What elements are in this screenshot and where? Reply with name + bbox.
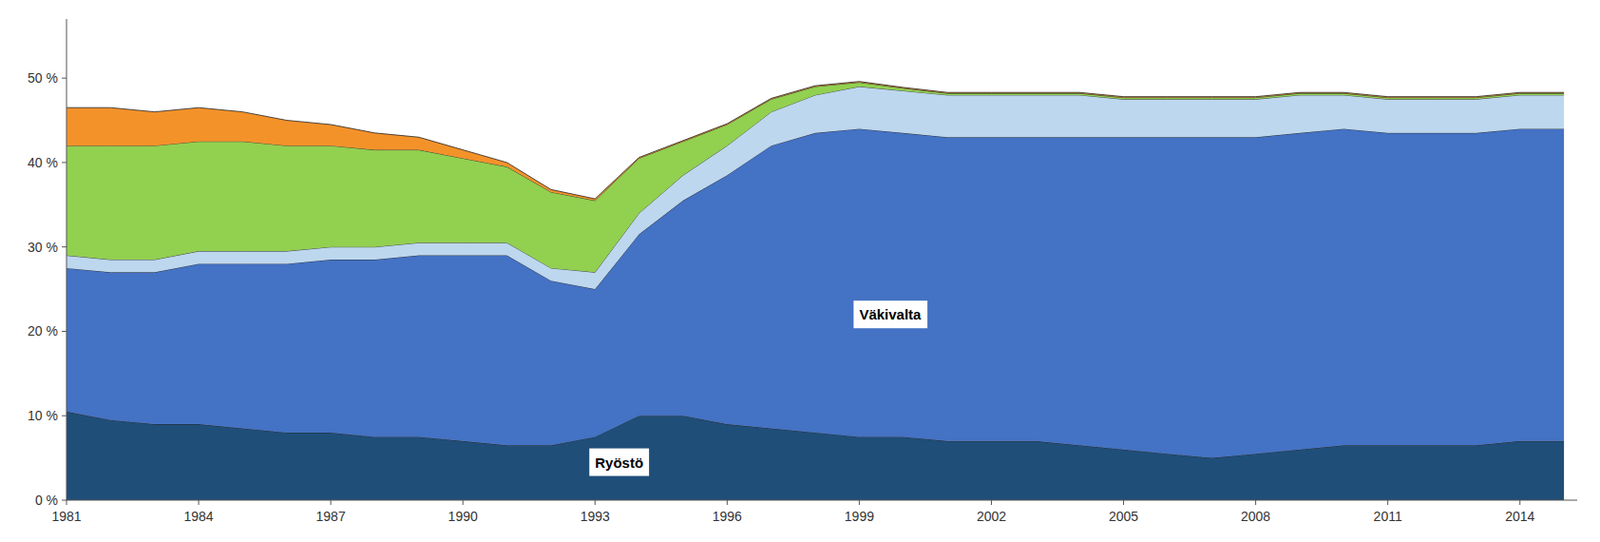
x-tick-label: 1984 xyxy=(183,508,213,524)
x-axis-line xyxy=(66,499,1578,501)
x-tick xyxy=(990,499,992,505)
x-tick xyxy=(198,499,200,505)
x-tick xyxy=(858,499,860,505)
annotation: Väkivalta xyxy=(853,300,928,328)
x-tick xyxy=(1123,499,1124,505)
y-tick xyxy=(61,77,67,79)
y-tick-label: 20 % xyxy=(27,323,58,339)
annotation-text: Ryöstö xyxy=(594,454,644,471)
y-tick-label: 30 % xyxy=(27,239,58,255)
axes: 1981 1984 1987 1990 1993 1996 1999 2002 2005 2008… xyxy=(27,19,1578,524)
y-tick xyxy=(61,246,67,248)
x-tick-label: 1993 xyxy=(580,508,610,524)
y-tick xyxy=(61,330,67,332)
area-fill xyxy=(66,82,1564,273)
area-edge xyxy=(66,81,1564,199)
x-tick xyxy=(1387,499,1389,505)
x-tick-label: 1996 xyxy=(712,508,743,524)
annotations: Väkivalta Ryöstö xyxy=(589,300,928,476)
y-tick-label: 10 % xyxy=(27,407,58,423)
x-tick xyxy=(726,499,728,505)
y-tick-label: 50 % xyxy=(27,70,58,86)
x-tick xyxy=(462,499,464,505)
x-tick-label: 1999 xyxy=(844,508,875,524)
annotation-box xyxy=(589,448,649,477)
x-tick-label: 1990 xyxy=(448,508,478,524)
annotation: Ryöstö xyxy=(589,448,649,477)
x-tick-label: 2011 xyxy=(1373,508,1403,524)
area-edge xyxy=(66,82,1564,201)
x-tick xyxy=(594,499,596,505)
x-tick-label: 2008 xyxy=(1240,508,1271,524)
x-tick-label: 2002 xyxy=(976,508,1007,524)
y-tick xyxy=(61,499,67,501)
x-tick-label: 1987 xyxy=(316,508,346,524)
x-tick xyxy=(1255,499,1257,505)
y-tick-label: 40 % xyxy=(27,154,58,171)
areas xyxy=(66,81,1564,500)
area-fill xyxy=(66,81,1564,201)
x-tick xyxy=(330,499,332,505)
y-tick xyxy=(61,415,67,417)
y-tick-label: 0 % xyxy=(35,492,58,508)
x-tick xyxy=(66,499,68,505)
x-tick-label: 2014 xyxy=(1504,508,1535,524)
annotation-box xyxy=(853,300,928,328)
chart: 1981 1984 1987 1990 1993 1996 1999 2002 2005 2008… xyxy=(0,0,1600,542)
x-tick-label: 1981 xyxy=(51,508,81,524)
x-tick-label: 2005 xyxy=(1108,508,1139,524)
x-tick xyxy=(1519,499,1521,505)
y-tick xyxy=(61,161,67,163)
y-axis-line xyxy=(66,19,68,500)
annotation-text: Väkivalta xyxy=(858,305,922,323)
